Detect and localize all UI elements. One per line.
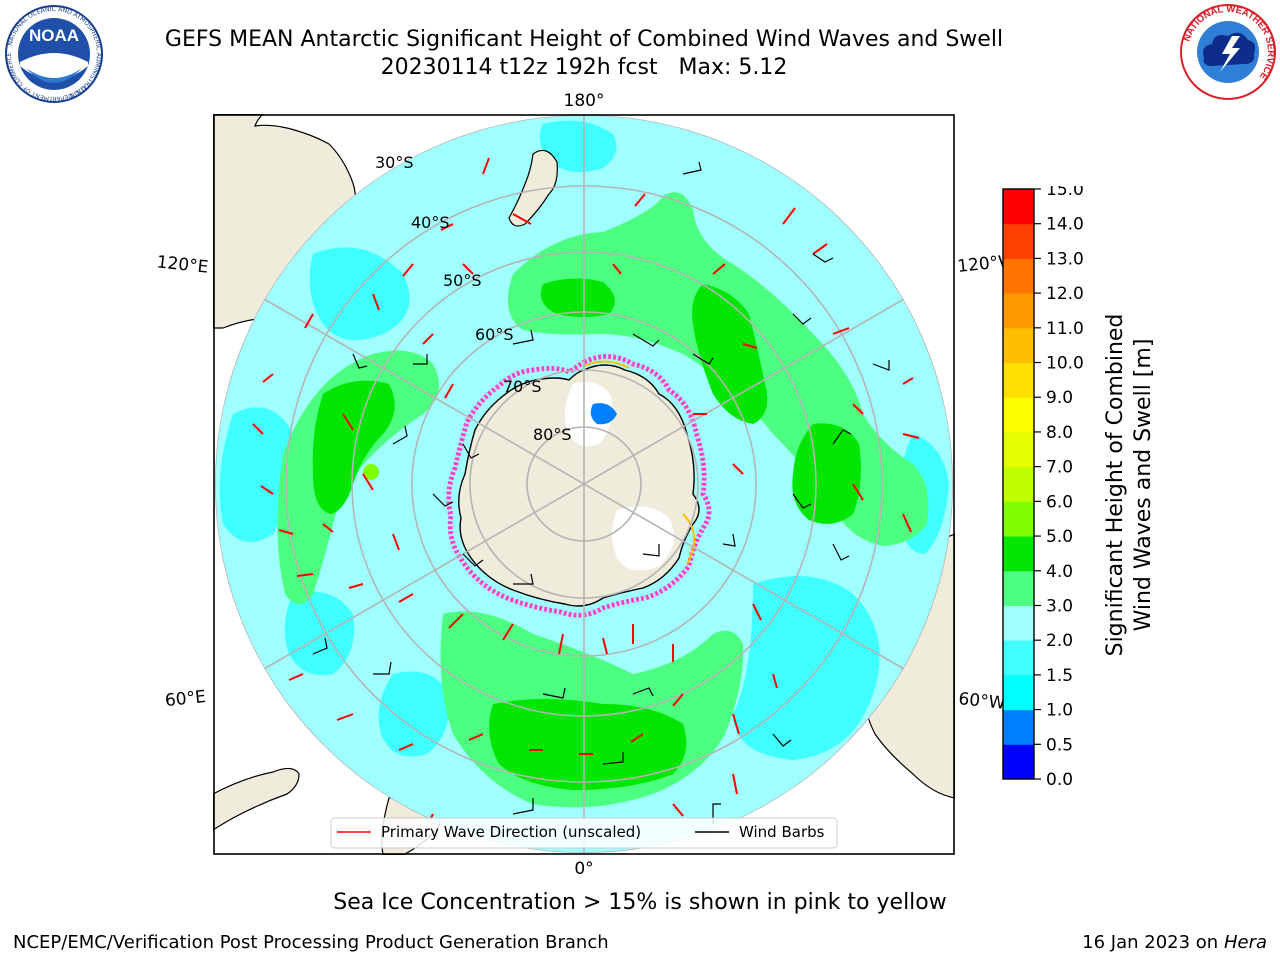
colorbar-tick-label: 3.0: [1046, 596, 1073, 616]
colorbar-tick-label: 14.0: [1046, 215, 1084, 235]
lat-label-40s: 40°S: [411, 213, 450, 232]
colorbar-swatch: [1003, 744, 1034, 780]
colorbar-tick-label: 13.0: [1046, 249, 1084, 269]
wave-core-pacific: [540, 278, 615, 317]
wave-core-west: [312, 380, 395, 514]
lon-label-60e: 60°E: [164, 687, 207, 711]
wave-core-indian: [489, 699, 687, 790]
colorbar-tick-label: 0.5: [1046, 735, 1073, 755]
wave-region-cyan-2: [219, 407, 294, 542]
lat-label-50s: 50°S: [443, 271, 482, 290]
colorbar: 0.0 0.5 1.0 1.5 2.0 3.0 4.0 5.0 6.0 7.0 8.0 9.0 10.0…: [1002, 186, 1084, 790]
colorbar-swatches: [1002, 188, 1035, 780]
colorbar-tick-label: 11.0: [1046, 319, 1084, 339]
footer-date: 16 Jan 2023 on Hera: [1082, 932, 1267, 953]
wave-core-far-east: [792, 423, 861, 524]
lon-label-60w: 60°W: [957, 689, 1006, 714]
noaa-logo-text: NOAA: [29, 26, 79, 45]
footer-host: Hera: [1223, 932, 1267, 953]
wave-direction-overlay: [252, 157, 920, 831]
colorbar-swatch: [1003, 536, 1034, 572]
sea-ice-edge: [446, 354, 712, 618]
chart-title-line2: 20230114 t12z 192h fcst Max: 5.12: [380, 55, 788, 80]
colorbar-swatch: [1003, 189, 1034, 225]
sea-ice-note: Sea Ice Concentration > 15% is shown in …: [333, 890, 947, 915]
colorbar-label-line2: Wind Waves and Swell [m]: [1131, 339, 1156, 632]
legend-wave-label: Primary Wave Direction (unscaled): [381, 823, 641, 841]
colorbar-tick-label: 8.0: [1046, 423, 1073, 443]
colorbar-swatch: [1003, 674, 1034, 711]
colorbar-tick-label: 4.0: [1046, 562, 1073, 582]
colorbar-swatch: [1003, 258, 1034, 294]
ross-sea-shallow: [590, 403, 617, 425]
colorbar-swatch: [1003, 466, 1034, 502]
colorbar-label: Significant Height of Combined Wind Wave…: [1103, 314, 1156, 657]
lon-label-120e: 120°E: [156, 252, 210, 277]
colorbar-swatch: [1003, 293, 1034, 329]
wave-region-cyan-6: [378, 671, 450, 757]
colorbar-swatch: [1003, 431, 1034, 468]
lon-label-0: 0°: [574, 859, 593, 879]
colorbar-tick-label: 1.5: [1046, 666, 1073, 686]
colorbar-tick-label: 0.0: [1046, 770, 1073, 790]
map-legend: Primary Wave Direction (unscaled) Wind B…: [330, 817, 838, 849]
colorbar-frame: [1002, 188, 1035, 780]
colorbar-tick-label: 9.0: [1046, 388, 1073, 408]
noaa-logo: NOAA NATIONAL OCEANIC AND ATMOSPHERIC AD…: [5, 5, 103, 103]
colorbar-tick-label: 10.0: [1046, 354, 1084, 374]
lat-label-70s: 70°S: [503, 377, 542, 396]
colorbar-swatch: [1003, 709, 1034, 745]
africa-land: [213, 767, 300, 831]
graticule: [215, 115, 953, 853]
colorbar-tick-label: 15.0: [1046, 186, 1084, 200]
colorbar-swatch: [1003, 397, 1034, 433]
colorbar-swatch: [1003, 501, 1034, 537]
wave-peak-spot: [363, 464, 379, 480]
polar-map: 30°S 40°S 50°S 60°S 70°S 80°S Primary Wa…: [213, 114, 955, 855]
nws-logo: NATIONAL WEATHER SERVICE: [1180, 4, 1276, 100]
lon-label-180: 180°: [564, 91, 605, 111]
colorbar-swatch: [1003, 640, 1034, 676]
colorbar-swatch: [1003, 327, 1034, 364]
colorbar-tick-label: 5.0: [1046, 527, 1073, 547]
lat-label-60s: 60°S: [475, 325, 514, 344]
latitude-labels: 30°S 40°S 50°S 60°S 70°S 80°S: [375, 153, 572, 444]
wave-region-cyan-5: [284, 591, 355, 676]
colorbar-tick-label: 6.0: [1046, 492, 1073, 512]
ross-ice-shelf: [564, 381, 613, 447]
colorbar-tick-label: 1.0: [1046, 701, 1073, 721]
map-frame: [213, 114, 955, 855]
lat-label-80s: 80°S: [533, 425, 572, 444]
chart-title-line1: GEFS MEAN Antarctic Significant Height o…: [164, 27, 1004, 52]
colorbar-tick-label: 2.0: [1046, 631, 1073, 651]
colorbar-swatch: [1003, 223, 1034, 259]
legend-barb-label: Wind Barbs: [739, 823, 825, 841]
wave-region-cyan-3: [539, 120, 617, 173]
colorbar-swatch: [1003, 570, 1034, 606]
colorbar-swatch: [1003, 605, 1034, 641]
colorbar-tick-label: 7.0: [1046, 458, 1073, 478]
colorbar-ticks: 0.0 0.5 1.0 1.5 2.0 3.0 4.0 5.0 6.0 7.0 8.0 9.0 10.0…: [1034, 186, 1084, 790]
new-zealand-land: [508, 149, 558, 227]
chart-title: GEFS MEAN Antarctic Significant Height o…: [0, 26, 1168, 82]
footer-credit: NCEP/EMC/Verification Post Processing Pr…: [13, 932, 609, 953]
colorbar-swatch: [1003, 362, 1034, 398]
wave-region-cyan-1: [309, 247, 410, 341]
colorbar-tick-label: 12.0: [1046, 284, 1084, 304]
footer-date-text: 16 Jan 2023 on: [1082, 932, 1224, 953]
colorbar-label-line1: Significant Height of Combined: [1103, 314, 1128, 657]
lat-label-30s: 30°S: [375, 153, 414, 172]
